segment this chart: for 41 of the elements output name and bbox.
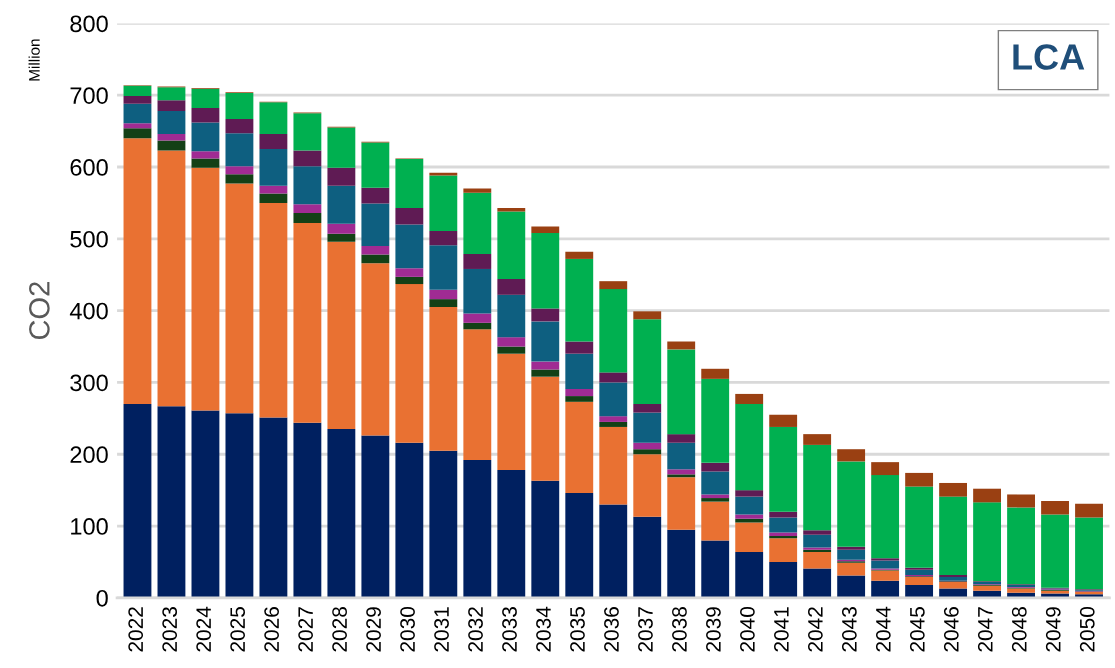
x-tick-label: 2029: [366, 607, 381, 652]
x-tick-label: 2047: [977, 607, 993, 652]
y-tick-label: 600: [70, 159, 108, 176]
x-tick-label: 2040: [740, 607, 755, 652]
annotation: LCA: [1013, 44, 1085, 70]
x-tick-label: 2038: [672, 607, 687, 652]
x-tick-label: 2036: [604, 607, 619, 652]
x-tick-label: 2033: [502, 607, 517, 652]
y-axis-title: CO2: [29, 282, 50, 340]
x-tick-label: 2028: [332, 607, 347, 652]
y-tick-label: 400: [69, 302, 108, 320]
x-tick-label: 2044: [875, 606, 891, 652]
x-tick-label: 2045: [909, 607, 925, 652]
x-tick-label: 2030: [400, 607, 415, 652]
x-tick-label: 2035: [570, 607, 585, 652]
x-tick-label: 2027: [298, 607, 313, 652]
x-tick-label: 2039: [706, 607, 721, 652]
x-tick-label: 2025: [230, 607, 246, 652]
x-tick-label: 2041: [774, 607, 789, 652]
x-tick-label: 2048: [1011, 607, 1027, 652]
x-tick-label: 2043: [841, 607, 857, 652]
x-tick-label: 2046: [943, 607, 959, 652]
x-tick-label: 2034: [536, 606, 551, 652]
x-tick-label: 2037: [638, 607, 653, 652]
y-tick-label: 500: [70, 230, 108, 248]
y-tick-label: 700: [70, 87, 108, 104]
x-tick-label: 2024: [196, 606, 212, 652]
x-tick-label: 2031: [434, 607, 449, 652]
text: Million: [28, 39, 40, 81]
y-tick-label: 0: [96, 589, 108, 607]
x-tick-label: 2022: [128, 607, 144, 652]
x-tick-label: 2042: [808, 607, 823, 652]
y-tick-label: 100: [71, 518, 108, 535]
x-tick-label: 2026: [264, 607, 279, 652]
x-tick-label: 2049: [1045, 607, 1061, 652]
x-tick-label: 2050: [1079, 607, 1095, 652]
x-tick-label: 2032: [468, 607, 483, 652]
y-tick-label: 200: [70, 446, 108, 464]
y-tick-label: 800: [70, 15, 108, 33]
x-tick-label: 2023: [162, 607, 178, 652]
y-tick-label: 300: [70, 374, 108, 392]
